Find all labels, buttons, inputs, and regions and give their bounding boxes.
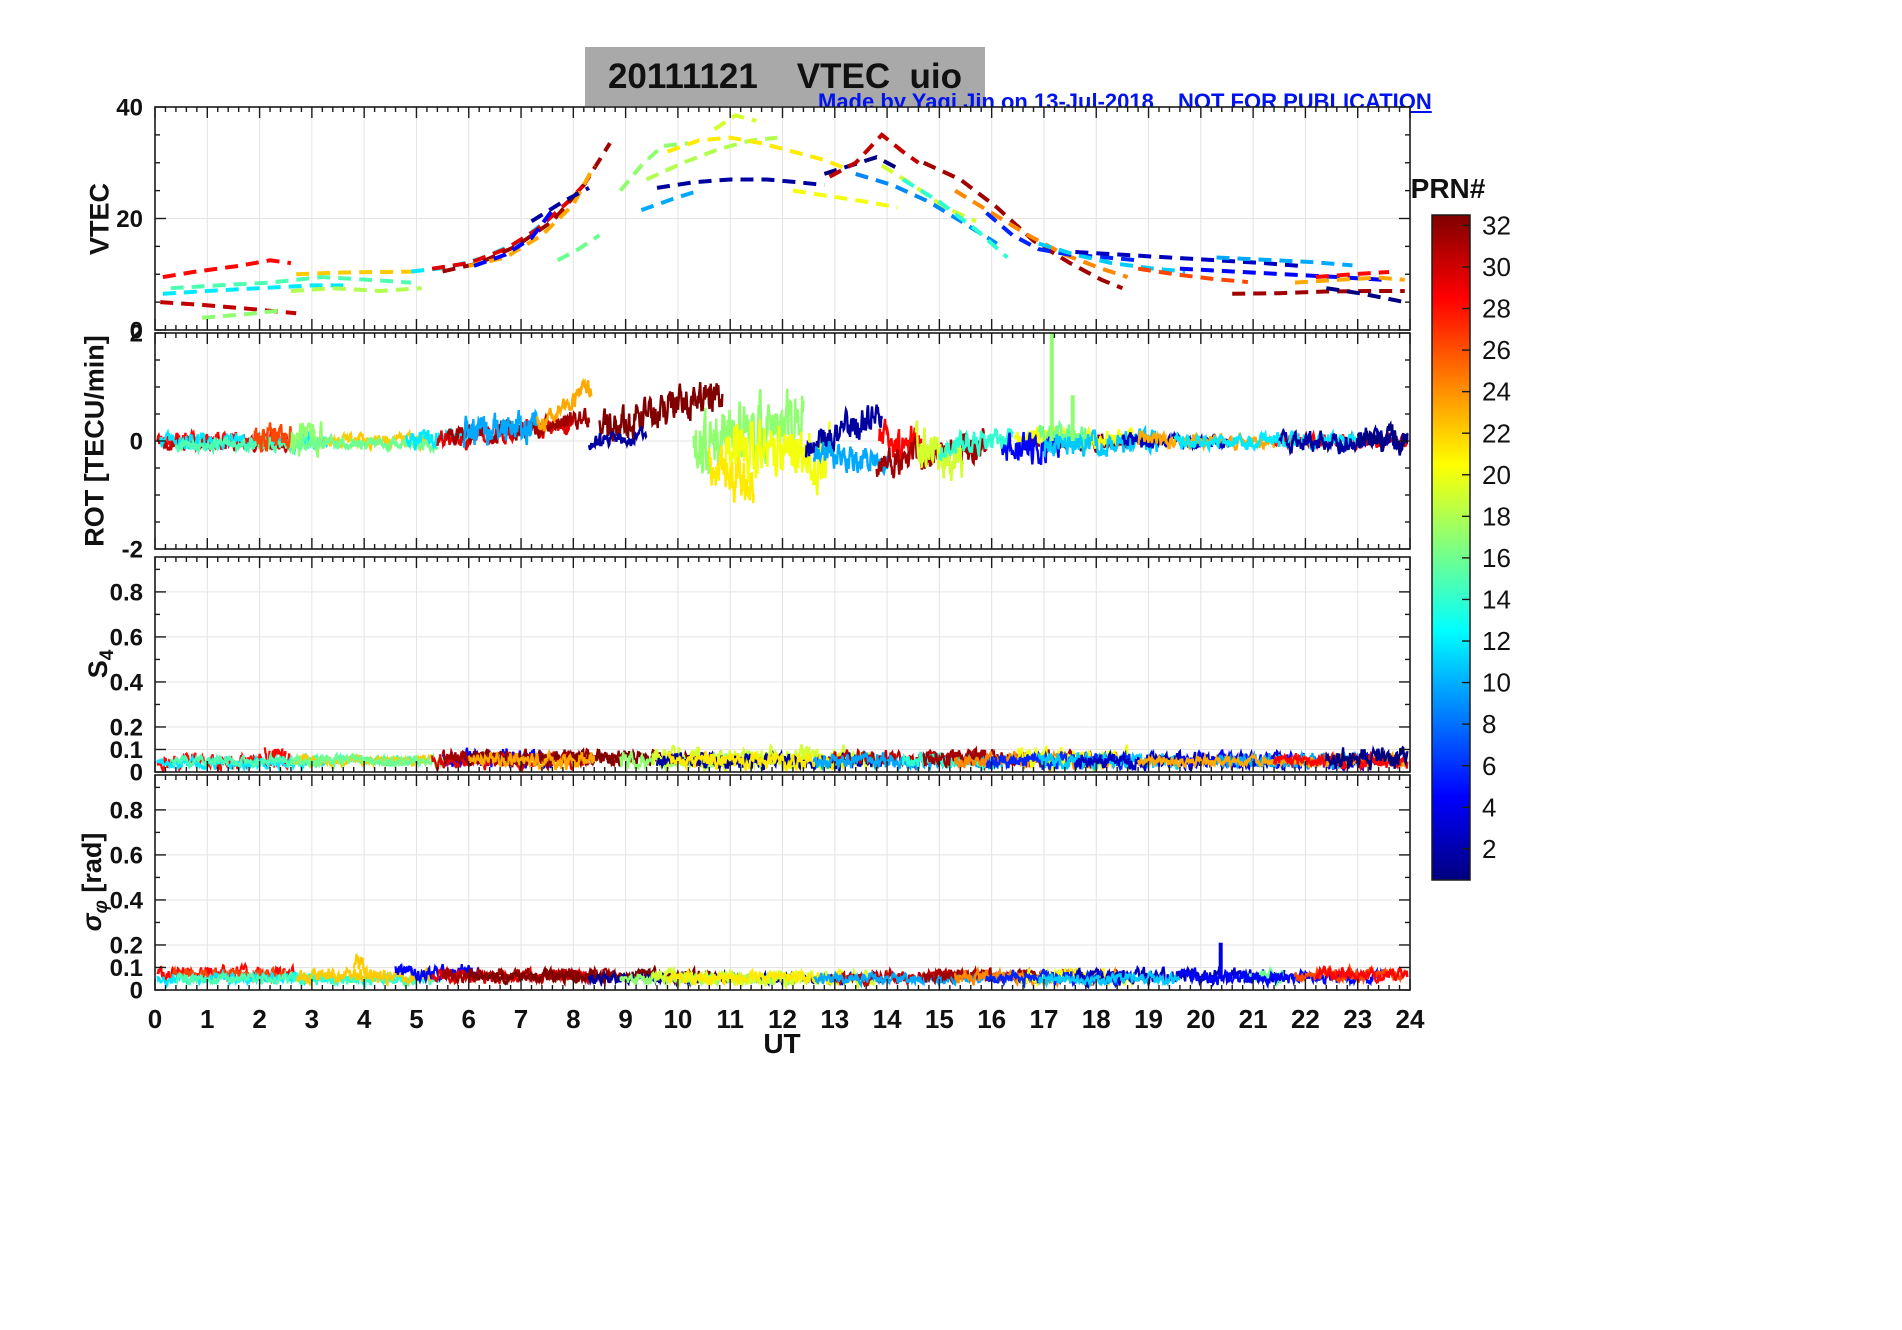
svg-text:16: 16 <box>977 1004 1006 1034</box>
svg-text:8: 8 <box>1482 709 1496 739</box>
svg-text:21: 21 <box>1239 1004 1268 1034</box>
svg-text:20: 20 <box>116 206 143 233</box>
svg-text:1: 1 <box>200 1004 214 1034</box>
ylabel-s4: S4 <box>82 649 119 679</box>
svg-text:24: 24 <box>1482 377 1511 407</box>
svg-text:0: 0 <box>148 1004 162 1034</box>
svg-text:17: 17 <box>1029 1004 1058 1034</box>
ylabel-rot: ROT [TECU/min] <box>79 335 110 547</box>
svg-text:20: 20 <box>1482 460 1511 490</box>
svg-text:0.6: 0.6 <box>110 624 143 651</box>
svg-text:0.8: 0.8 <box>110 579 143 606</box>
svg-text:0.4: 0.4 <box>110 887 144 914</box>
svg-text:0: 0 <box>130 759 143 786</box>
svg-text:6: 6 <box>1482 751 1496 781</box>
svg-text:13: 13 <box>820 1004 849 1034</box>
svg-text:2: 2 <box>252 1004 266 1034</box>
svg-text:14: 14 <box>1482 585 1511 615</box>
svg-text:22: 22 <box>1482 418 1511 448</box>
svg-text:4: 4 <box>357 1004 372 1034</box>
svg-text:6: 6 <box>462 1004 476 1034</box>
svg-text:16: 16 <box>1482 543 1511 573</box>
svg-text:26: 26 <box>1482 335 1511 365</box>
svg-text:0.6: 0.6 <box>110 842 143 869</box>
svg-text:9: 9 <box>618 1004 632 1034</box>
colorbar-title: PRN# <box>1410 173 1486 204</box>
svg-text:10: 10 <box>663 1004 692 1034</box>
svg-text:14: 14 <box>873 1004 902 1034</box>
svg-text:0.2: 0.2 <box>110 932 143 959</box>
svg-text:20: 20 <box>1186 1004 1215 1034</box>
svg-text:0.1: 0.1 <box>110 955 143 982</box>
svg-text:2: 2 <box>1482 834 1496 864</box>
svg-text:8: 8 <box>566 1004 580 1034</box>
svg-text:5: 5 <box>409 1004 423 1034</box>
xlabel-ut: UT <box>763 1028 801 1059</box>
svg-text:0.1: 0.1 <box>110 737 143 764</box>
svg-text:0.2: 0.2 <box>110 714 143 741</box>
svg-text:0: 0 <box>130 317 143 344</box>
svg-text:7: 7 <box>514 1004 528 1034</box>
svg-text:0.4: 0.4 <box>110 669 144 696</box>
svg-text:11: 11 <box>716 1004 744 1034</box>
ylabel-vtec: VTEC <box>84 182 115 256</box>
svg-text:10: 10 <box>1482 668 1511 698</box>
svg-text:12: 12 <box>768 1004 797 1034</box>
svg-text:23: 23 <box>1343 1004 1372 1034</box>
svg-text:22: 22 <box>1291 1004 1320 1034</box>
svg-text:24: 24 <box>1396 1004 1425 1034</box>
ylabel-sigma-phi: σφ [rad] <box>76 832 113 932</box>
svg-text:28: 28 <box>1482 294 1511 324</box>
svg-text:19: 19 <box>1134 1004 1163 1034</box>
svg-text:12: 12 <box>1482 626 1511 656</box>
svg-text:0: 0 <box>130 428 143 455</box>
svg-text:18: 18 <box>1082 1004 1111 1034</box>
svg-text:-2: -2 <box>122 536 143 563</box>
svg-text:40: 40 <box>116 94 143 121</box>
figure-title: 20111121 VTEC uio <box>585 47 985 106</box>
svg-text:30: 30 <box>1482 252 1511 282</box>
svg-text:32: 32 <box>1482 210 1511 240</box>
svg-text:4: 4 <box>1482 792 1496 822</box>
svg-text:0.8: 0.8 <box>110 797 143 824</box>
svg-text:15: 15 <box>925 1004 954 1034</box>
svg-text:3: 3 <box>305 1004 319 1034</box>
svg-text:18: 18 <box>1482 501 1511 531</box>
svg-text:0: 0 <box>130 977 143 1004</box>
svg-text:2: 2 <box>130 320 143 347</box>
